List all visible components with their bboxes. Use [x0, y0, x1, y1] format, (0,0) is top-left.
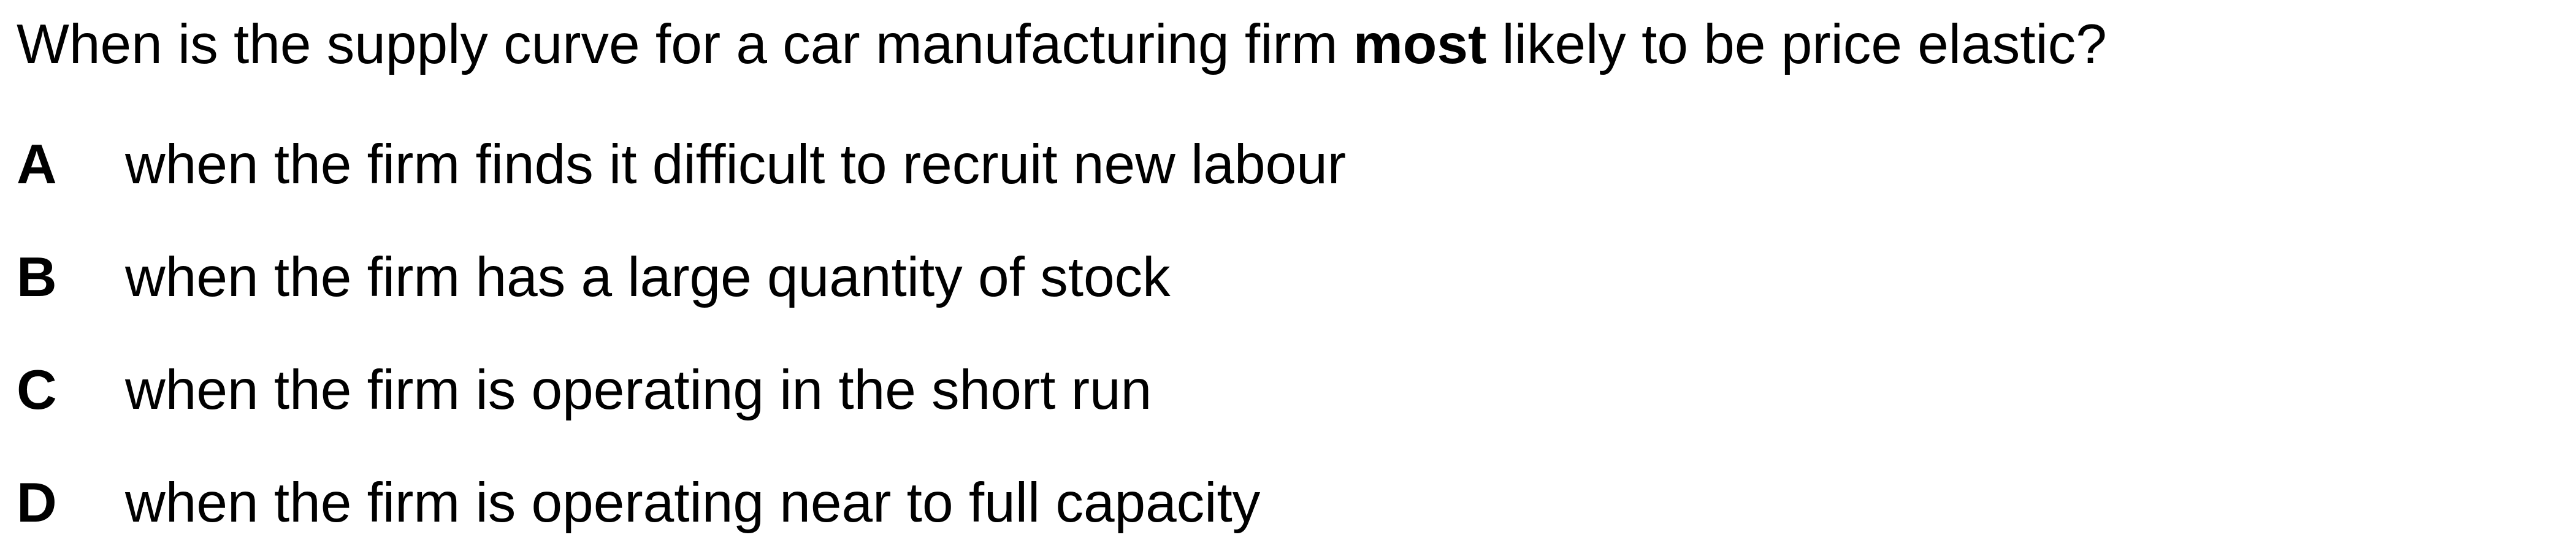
question-text-start: When is the supply curve for a car manuf… — [17, 13, 1353, 75]
option-a-text: when the firm finds it difficult to recr… — [125, 134, 1347, 196]
option-d-text: when the firm is operating near to full … — [125, 472, 1261, 534]
option-b-letter: B — [17, 246, 57, 308]
option-c-letter: C — [17, 359, 57, 421]
option-c-text: when the firm is operating in the short … — [125, 359, 1152, 421]
option-a-letter: A — [17, 134, 57, 196]
question-text: When is the supply curve for a car manuf… — [17, 11, 2107, 78]
question-emphasis: most — [1353, 13, 1487, 75]
question-text-end: likely to be price elastic? — [1486, 13, 2107, 75]
option-d-letter: D — [17, 472, 57, 534]
option-b-text: when the firm has a large quantity of st… — [125, 246, 1171, 308]
